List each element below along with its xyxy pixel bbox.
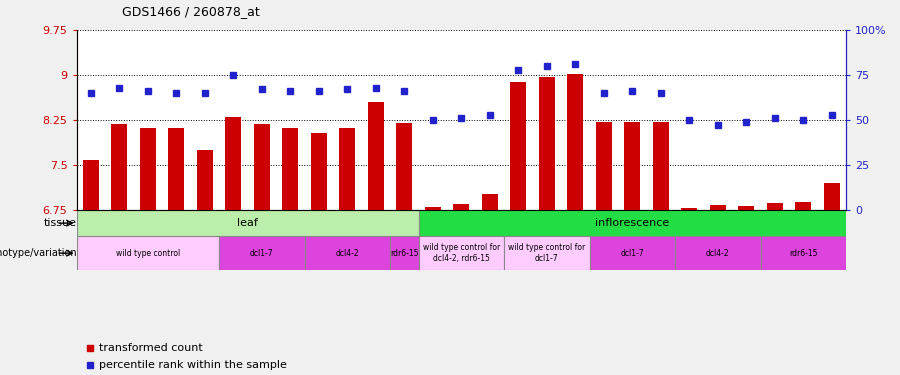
Text: dcl1-7: dcl1-7 (250, 249, 274, 258)
Bar (254, 124, 270, 210)
Bar (197, 150, 212, 210)
Bar (396, 123, 412, 210)
Bar (83, 160, 99, 210)
Bar (675, 236, 760, 270)
Bar (539, 77, 554, 210)
Text: dcl4-2: dcl4-2 (706, 249, 730, 258)
Bar (283, 128, 298, 210)
Bar (76, 236, 219, 270)
Bar (76, 210, 418, 236)
Text: dcl1-7: dcl1-7 (620, 249, 644, 258)
Bar (681, 208, 698, 210)
Bar (824, 183, 840, 210)
Text: rdr6-15: rdr6-15 (789, 249, 817, 258)
Bar (310, 133, 327, 210)
Bar (504, 236, 590, 270)
Text: transformed count: transformed count (99, 343, 202, 353)
Bar (625, 122, 640, 210)
Bar (652, 122, 669, 210)
Text: GDS1466 / 260878_at: GDS1466 / 260878_at (122, 5, 259, 18)
Bar (225, 117, 241, 210)
Bar (219, 236, 304, 270)
Text: wild type control for
dcl1-7: wild type control for dcl1-7 (508, 243, 585, 263)
Bar (418, 236, 504, 270)
Text: genotype/variation: genotype/variation (0, 248, 76, 258)
Text: tissue: tissue (44, 218, 76, 228)
Bar (796, 202, 811, 210)
Bar (590, 236, 675, 270)
Bar (767, 203, 783, 210)
Text: rdr6-15: rdr6-15 (390, 249, 418, 258)
Bar (112, 124, 127, 210)
Text: inflorescence: inflorescence (595, 218, 670, 228)
Bar (368, 102, 383, 210)
Bar (760, 236, 846, 270)
Text: leaf: leaf (237, 218, 258, 228)
Bar (390, 236, 418, 270)
Text: wild type control: wild type control (115, 249, 180, 258)
Text: dcl4-2: dcl4-2 (336, 249, 359, 258)
Bar (482, 194, 498, 210)
Bar (510, 82, 526, 210)
Bar (738, 206, 754, 210)
Bar (418, 210, 846, 236)
Bar (710, 205, 725, 210)
Bar (425, 207, 441, 210)
Text: wild type control for
dcl4-2, rdr6-15: wild type control for dcl4-2, rdr6-15 (423, 243, 500, 263)
Bar (339, 128, 356, 210)
Bar (140, 128, 156, 210)
Text: percentile rank within the sample: percentile rank within the sample (99, 360, 287, 370)
Bar (304, 236, 390, 270)
Bar (596, 122, 612, 210)
Bar (454, 204, 469, 210)
Bar (168, 128, 184, 210)
Bar (567, 74, 583, 210)
